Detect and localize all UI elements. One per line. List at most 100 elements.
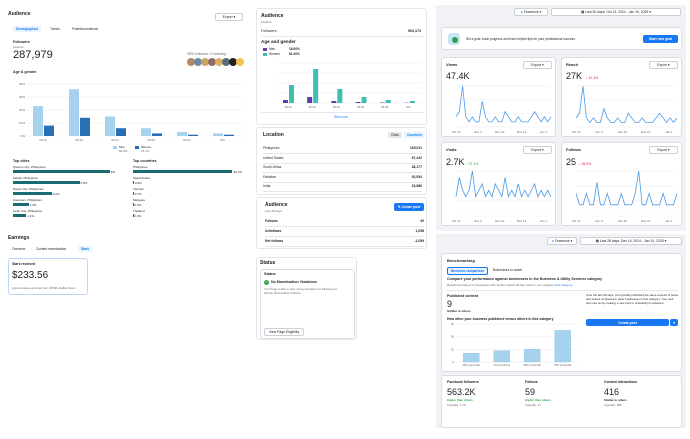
audience-summary-list: Follows 39 Unfollows 1,098 Net follows -1,059 [265, 218, 424, 248]
status-desc: Your Page is able to earn money because … [264, 287, 338, 295]
date-range-selector[interactable]: ▦ Last 30 days: Oct 13, 2024 - Jan 10, 2… [551, 8, 681, 16]
export-button[interactable]: Export ▾ [649, 61, 678, 69]
tab-stars[interactable]: Stars [78, 246, 92, 252]
location-row: Philippines 165,911 [263, 145, 422, 154]
visits-line-chart: Oct 13 Nov 2 Nov 22 Dec 12 Jan 1 [452, 170, 552, 223]
country-bar [133, 170, 233, 173]
x-tick-label: Nov 2 [474, 130, 482, 134]
audience2-title: Audience [261, 13, 284, 19]
facebook-label: Facebook [554, 239, 570, 243]
export-button[interactable]: Export ▾ [649, 146, 678, 154]
create-post-dropdown[interactable]: ▾ [670, 319, 678, 326]
location-row: Pakistan 30,054 [263, 174, 422, 183]
tab-demographics[interactable]: Demographics [13, 26, 42, 32]
country-name: Malaysia [133, 198, 145, 202]
men-label: Men [269, 47, 276, 51]
tab-business-comparison[interactable]: Business comparison [447, 267, 489, 275]
divider [263, 162, 422, 163]
stars-value: $233.56 [12, 270, 49, 281]
pencil-icon: ✎ [397, 205, 401, 209]
benchmark-bar [463, 352, 480, 363]
x-tick-label: 45-54 [147, 138, 155, 142]
bench-heading: Compare your performance against busines… [447, 277, 603, 281]
divider [447, 290, 678, 291]
men-pct: 18.60% [289, 47, 300, 51]
chevron-down-icon: ▾ [673, 320, 675, 325]
legend-men: Men [119, 145, 125, 149]
ci-sub: Similar to others [604, 398, 627, 402]
calendar-icon: ▦ [595, 239, 599, 243]
country-row: Thailand 0.3% [133, 209, 245, 219]
create-post-button[interactable]: Create post [586, 319, 669, 326]
chevron-down-icon: ▾ [542, 148, 544, 152]
x-tick-label: 25-34 [75, 138, 83, 142]
x-tick-label: Oct 13 [572, 219, 581, 223]
edit-category-link[interactable]: Edit category [555, 283, 573, 287]
fb-followers-typ: Typically: 1.7K [447, 403, 466, 407]
country-bar [133, 181, 134, 184]
create-post-label: Create post [401, 205, 421, 209]
tab-businesses-to-watch[interactable]: Businesses to watch [493, 268, 523, 272]
view-eligibility-button[interactable]: View Page Eligibility [264, 328, 304, 336]
country-row: Philippines 94.7% [133, 165, 245, 175]
export-button[interactable]: Export ▾ [215, 13, 243, 21]
create-post-button[interactable]: ✎ Create post [394, 203, 424, 211]
x-tick-label: Your business [493, 363, 510, 367]
bar-men [307, 97, 313, 103]
bench-sub-text: Results are based on businesses with sim… [447, 283, 555, 287]
audience-panel-middle: Audience Lifetime Followers 563,173 Age … [256, 8, 427, 125]
country-pct: 0.3% [134, 213, 142, 218]
facebook-selector-2[interactable]: ● Facebook ▾ [547, 237, 577, 245]
tab-trends[interactable]: Trends [50, 27, 60, 31]
metrics-card: Facebook followers 563.2K Higher than ot… [441, 375, 682, 428]
tab-cities[interactable]: Cities [388, 132, 402, 138]
tab-content-monetization[interactable]: Content monetization [36, 247, 67, 251]
series-line [575, 170, 678, 206]
facebook-selector[interactable]: ● Facebook ▾ [514, 8, 548, 16]
city-row: Cebu City, Philippines 1.1% [13, 209, 125, 219]
date-range-selector-2[interactable]: ▦ Last 28 days: Dec 14, 2024 - Jan 10, 2… [580, 237, 682, 245]
published-content-label: Published content [447, 294, 479, 298]
export-button[interactable]: Export ▾ [523, 61, 552, 69]
x-tick-label: 50th percentile [523, 363, 541, 367]
avatar [236, 58, 244, 66]
tab-countries[interactable]: Countries [404, 132, 425, 138]
visits-value: 2.7K [446, 157, 465, 167]
ci-value: 416 [604, 387, 620, 397]
city-pct: 1.3% [29, 202, 37, 207]
see-more-link[interactable]: See more [334, 115, 348, 119]
location-value: 87,442 [411, 155, 422, 160]
bar-men [105, 116, 115, 136]
audience-summary-row: Follows 39 [265, 218, 424, 227]
view-eligibility-label: View Page Eligibility [268, 330, 300, 334]
avatar [215, 58, 223, 66]
export-label: Export [531, 148, 542, 152]
divider [265, 246, 424, 247]
tab-potential-audience[interactable]: Potential audience [72, 27, 99, 31]
export-button[interactable]: Export ▾ [523, 146, 552, 154]
fb-followers-title: Facebook followers [447, 380, 479, 384]
divider [263, 191, 422, 192]
audience-summary-row: Unfollows 1,098 [265, 228, 424, 237]
bar-women [80, 117, 90, 136]
top-cities-list: Quezon City, Philippines 8% Manila, Philip… [13, 165, 128, 225]
city-row: Manila, Philippines 5.5% [13, 176, 125, 186]
visits-change: ↑ 37.1% [466, 162, 479, 166]
country-row: Saudi Arabia 0.9% [133, 176, 245, 186]
followers-following: 287K followers • 2 following [187, 52, 226, 56]
export-label: Export [657, 148, 668, 152]
divider [265, 236, 424, 237]
benchmark-bar [554, 330, 571, 363]
divider [265, 226, 424, 227]
follows-value: 25 [566, 157, 577, 167]
y-tick-label: 0% [21, 134, 26, 138]
tab-overview[interactable]: Overview [12, 247, 26, 251]
fb-followers-value: 563.2K [447, 387, 476, 397]
legend-women-swatch [263, 53, 267, 56]
chevron-down-icon: ▾ [542, 63, 544, 67]
audience3-sub: Last 28 days [265, 209, 283, 213]
start-goal-button[interactable]: Start new goal [643, 35, 678, 43]
audience2-sub: Lifetime [261, 20, 272, 24]
city-name: Cebu City, Philippines [13, 209, 43, 213]
city-name: Davao City, Philippines [13, 187, 44, 191]
